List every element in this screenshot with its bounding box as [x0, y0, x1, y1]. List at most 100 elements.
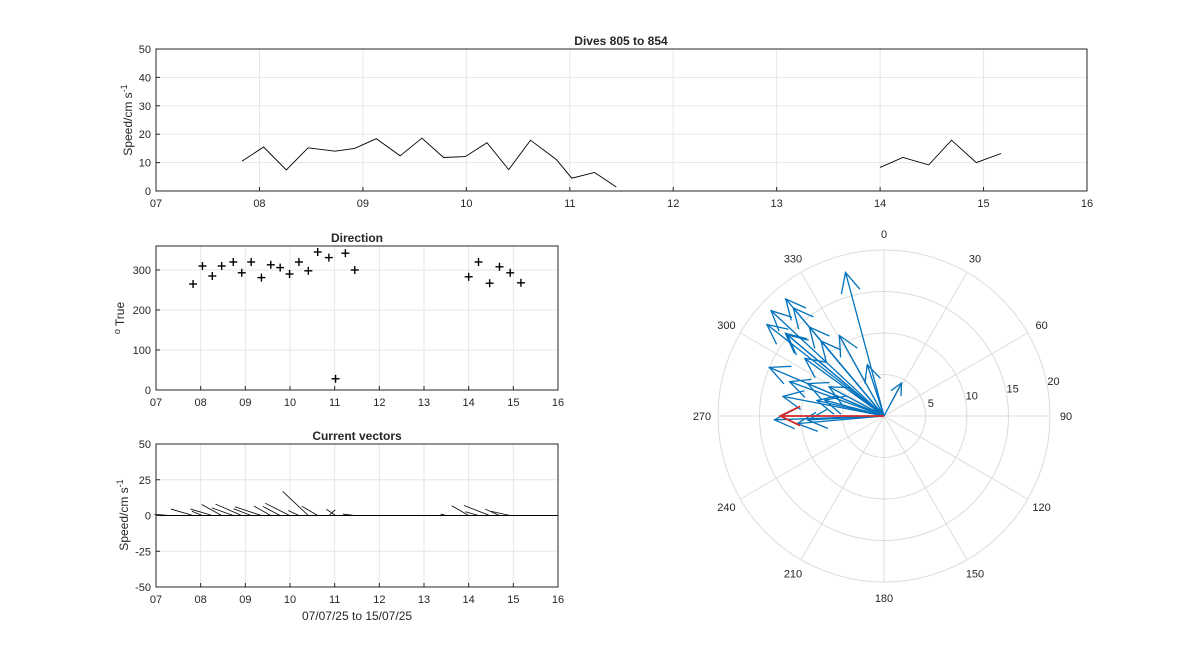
- speed-xtick-label: 12: [667, 198, 679, 210]
- direction-point: [229, 258, 238, 266]
- polar-angle-label: 30: [969, 253, 981, 265]
- polar-vector-head: [815, 394, 839, 415]
- polar-vector-head: [792, 306, 814, 330]
- speed-xtick-label: 16: [1081, 198, 1093, 210]
- direction-ytick-label: 0: [145, 385, 151, 397]
- speed-ytick-label: 50: [139, 44, 151, 56]
- direction-title: Direction: [331, 231, 383, 245]
- polar-vector-head: [806, 408, 829, 430]
- vectors-ytick-label: -50: [135, 582, 151, 594]
- direction-point: [313, 248, 322, 256]
- vectors-stick: [491, 510, 511, 516]
- direction-xtick-label: 08: [195, 397, 207, 409]
- speed-ytick-label: 0: [145, 186, 151, 198]
- direction-point: [294, 258, 303, 266]
- polar-angle-label: 240: [717, 502, 735, 514]
- polar-radius-label: 15: [1006, 383, 1018, 395]
- vectors-xtick-label: 09: [239, 594, 251, 606]
- vectors-stick: [465, 511, 479, 516]
- polar-vector-head: [768, 365, 792, 385]
- vectors-stick: [326, 508, 336, 516]
- direction-point: [350, 266, 359, 274]
- vectors-stick: [170, 508, 194, 516]
- polar-vector-head: [827, 386, 851, 405]
- direction-point: [485, 279, 494, 288]
- vectors-xtick-label: 07: [150, 594, 162, 606]
- direction-point: [217, 262, 226, 270]
- polar-vector-shaft: [844, 272, 885, 417]
- direction-xtick-label: 07: [150, 397, 162, 409]
- speed-ylabel: Speed/cm s-1: [119, 84, 135, 155]
- polar-angle-label: 180: [875, 593, 893, 605]
- direction-tick-labels: 07 08 09 10 11 12 13 14 15 16 0 100 200 300: [133, 265, 564, 409]
- direction-point: [198, 262, 207, 270]
- vectors-xtick-label: 14: [463, 594, 475, 606]
- direction-ytick-label: 300: [133, 265, 151, 277]
- direction-point: [331, 374, 340, 383]
- polar-vector-head: [864, 363, 881, 384]
- polar-vector-head: [803, 357, 827, 379]
- polar-vector-shaft: [820, 340, 885, 417]
- polar-vector: [864, 363, 885, 417]
- direction-point: [474, 258, 483, 266]
- vectors-stick: [201, 504, 222, 516]
- polar-radius-label: 5: [928, 398, 934, 410]
- direction-point: [464, 272, 473, 281]
- speed-xtick-label: 09: [357, 198, 369, 210]
- direction-xtick-label: 15: [507, 397, 519, 409]
- polar-spoke: [800, 415, 885, 561]
- direction-ylabel-prefix: o: [112, 329, 122, 334]
- vectors-stick: [328, 509, 336, 516]
- vectors-ytick-label: 0: [145, 511, 151, 523]
- vectors-xtick-label: 08: [195, 594, 207, 606]
- polar-vector-head: [890, 381, 903, 397]
- vectors-panel: 07 08 09 10 11 12 13 14 15 16 -50 -25 0 25 50 Current …: [115, 429, 564, 623]
- speed-xtick-label: 08: [253, 198, 265, 210]
- speed-lines: [241, 137, 1002, 188]
- polar-vector: [788, 378, 885, 417]
- vectors-ylabel: Speed/cm s-1: [115, 479, 131, 550]
- vectors-title: Current vectors: [312, 429, 402, 443]
- vectors-xtick-label: 10: [284, 594, 296, 606]
- speed-xtick-label: 10: [460, 198, 472, 210]
- polar-spoke: [883, 271, 968, 417]
- polar-angle-label: 330: [784, 253, 802, 265]
- polar-angle-label: 0: [881, 229, 887, 241]
- polar-vector: [770, 309, 885, 417]
- polar-spoke: [883, 415, 1029, 500]
- direction-point: [285, 270, 294, 278]
- polar-radius-label: 10: [966, 391, 978, 403]
- direction-point: [506, 268, 515, 277]
- polar-panel: 0 30 60 90 120 150 180 210 240 270 300 330 5 10 15 20: [693, 229, 1072, 605]
- speed-ylabel-exp: -1: [119, 84, 129, 92]
- polar-vector-shaft: [789, 381, 885, 417]
- polar-vector: [840, 271, 885, 417]
- vectors-xtick-label: 16: [552, 594, 564, 606]
- polar-spoke: [739, 332, 885, 417]
- vectors-xtick-label: 11: [329, 594, 340, 606]
- speed-tick-labels: 07 08 09 10 11 12 13 14 15 16 0 10 20 30 40 50: [139, 44, 1093, 210]
- vectors-xtick-label: 15: [507, 594, 519, 606]
- direction-point: [237, 268, 246, 277]
- polar-spoke: [739, 415, 885, 500]
- speed-xtick-label: 07: [150, 198, 162, 210]
- speed-axes-box: [155, 48, 1088, 192]
- direction-xtick-label: 13: [418, 397, 430, 409]
- polar-grid: [717, 249, 1051, 583]
- speed-xtick-label: 11: [564, 198, 575, 210]
- polar-angle-label: 60: [1035, 320, 1047, 332]
- speed-title: Dives 805 to 854: [574, 34, 668, 48]
- polar-vector: [883, 381, 903, 417]
- vectors-stick: [154, 513, 170, 516]
- direction-xtick-label: 11: [329, 397, 340, 409]
- vectors-ytick-label: 25: [139, 475, 151, 487]
- polar-vector-head: [788, 378, 812, 398]
- polar-vector-head: [770, 309, 793, 332]
- polar-vector-head: [781, 390, 805, 411]
- vectors-stick: [190, 508, 213, 516]
- direction-point: [266, 260, 275, 269]
- polar-vector-shaft: [866, 364, 885, 417]
- direction-point: [304, 266, 313, 275]
- polar-vector-head: [806, 381, 830, 401]
